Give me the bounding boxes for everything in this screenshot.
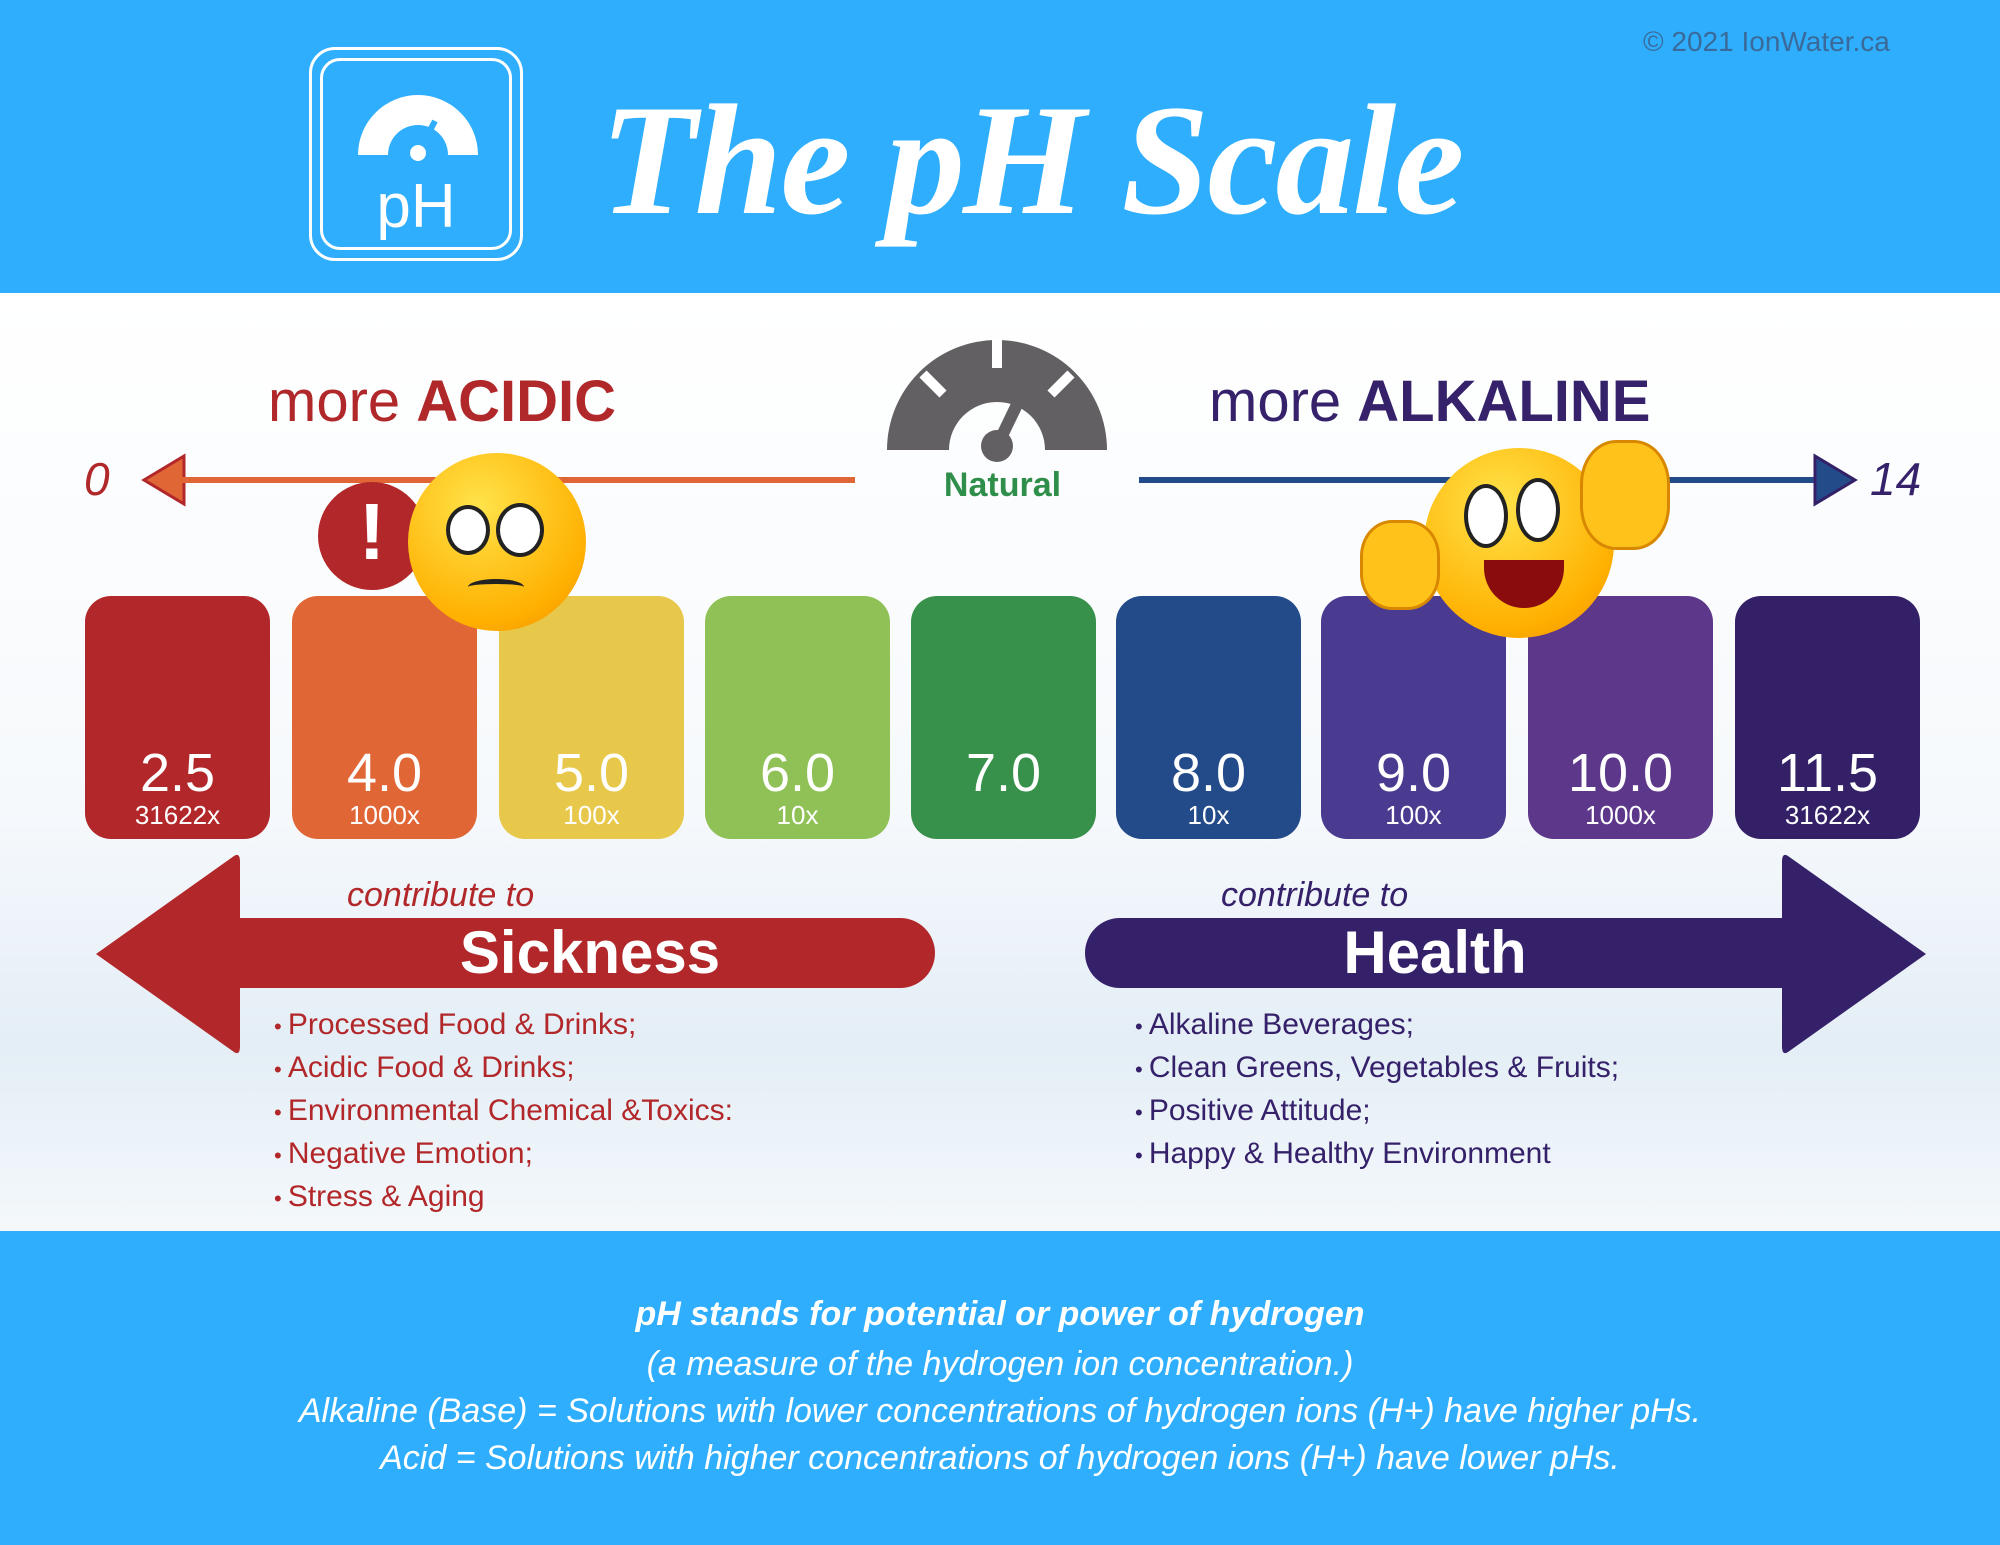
thumbs-up-emoji-icon bbox=[1424, 448, 1614, 638]
sickness-label: Sickness bbox=[459, 919, 721, 986]
ph-value: 5.0 bbox=[553, 743, 630, 803]
left-thumb-icon bbox=[1360, 520, 1440, 610]
health-label: Health bbox=[1343, 919, 1527, 986]
natural-label: Natural bbox=[943, 466, 1062, 504]
list-item: Acidic Food & Drinks; bbox=[274, 1047, 733, 1090]
ph-logo: pH bbox=[309, 47, 523, 261]
ph-bar-2.5: 2.5 31622x bbox=[85, 596, 270, 839]
ph-bar-11.5: 11.5 31622x bbox=[1735, 596, 1920, 839]
ph-bar-4.0: 4.0 1000x bbox=[292, 596, 477, 839]
ph-multiplier: 10x bbox=[776, 800, 819, 830]
scale-max: 14 bbox=[1870, 453, 1922, 505]
ph-value: 11.5 bbox=[1776, 743, 1879, 803]
health-contribute: contribute to bbox=[1221, 876, 1409, 914]
worried-emoji-icon bbox=[408, 453, 586, 631]
health-list: Alkaline Beverages; Clean Greens, Vegeta… bbox=[1135, 1004, 1619, 1176]
ph-multiplier: 31622x bbox=[1784, 800, 1871, 830]
health-arrow bbox=[1085, 854, 1926, 1054]
ph-multiplier: 100x bbox=[563, 800, 620, 830]
ph-value: 8.0 bbox=[1170, 743, 1247, 803]
more-acidic-label: more ACIDIC bbox=[268, 369, 617, 434]
more-alkaline-label: more ALKALINE bbox=[1209, 369, 1651, 434]
ph-multiplier: 1000x bbox=[349, 800, 420, 830]
ph-multiplier: 10x bbox=[1187, 800, 1230, 830]
ph-value: 2.5 bbox=[139, 743, 216, 803]
ph-bar-10.0: 10.0 1000x bbox=[1528, 596, 1713, 839]
scale-min: 0 bbox=[84, 453, 110, 505]
ph-bar-5.0: 5.0 100x bbox=[499, 596, 684, 839]
ph-bar-9.0: 9.0 100x bbox=[1321, 596, 1506, 839]
list-item: Environmental Chemical &Toxics: bbox=[274, 1090, 733, 1133]
logo-text: pH bbox=[376, 172, 456, 241]
ph-bar-6.0: 6.0 10x bbox=[705, 596, 890, 839]
list-item: Positive Attitude; bbox=[1135, 1090, 1619, 1133]
exclamation-bubble-icon: ! bbox=[318, 482, 426, 590]
ph-value: 9.0 bbox=[1375, 743, 1452, 803]
ph-multiplier: 100x bbox=[1385, 800, 1442, 830]
ph-bar-7.0: 7.0 bbox=[911, 596, 1096, 839]
ph-multiplier: 1000x bbox=[1585, 800, 1656, 830]
list-item: Clean Greens, Vegetables & Fruits; bbox=[1135, 1047, 1619, 1090]
right-thumb-icon bbox=[1580, 440, 1670, 550]
list-item: Processed Food & Drinks; bbox=[274, 1004, 733, 1047]
footer-line-3: Alkaline (Base) = Solutions with lower c… bbox=[298, 1392, 1702, 1430]
sickness-contribute: contribute to bbox=[347, 876, 535, 914]
natural-gauge-icon bbox=[887, 340, 1107, 462]
ph-value: 7.0 bbox=[965, 743, 1042, 803]
list-item: Stress & Aging bbox=[274, 1176, 733, 1219]
list-item: Happy & Healthy Environment bbox=[1135, 1133, 1619, 1176]
ph-value: 10.0 bbox=[1567, 743, 1674, 803]
page-title: The pH Scale bbox=[600, 73, 1464, 248]
ph-multiplier: 31622x bbox=[134, 800, 221, 830]
footer-line-4: Acid = Solutions with higher concentrati… bbox=[380, 1439, 1620, 1477]
list-item: Negative Emotion; bbox=[274, 1133, 733, 1176]
gauge-icon bbox=[358, 95, 478, 161]
ph-bar-8.0: 8.0 10x bbox=[1116, 596, 1301, 839]
sickness-arrow bbox=[96, 854, 935, 1054]
footer-line-1: pH stands for potential or power of hydr… bbox=[635, 1295, 1365, 1333]
sickness-list: Processed Food & Drinks; Acidic Food & D… bbox=[274, 1004, 733, 1219]
ph-value: 4.0 bbox=[346, 743, 423, 803]
list-item: Alkaline Beverages; bbox=[1135, 1004, 1619, 1047]
footer-line-2: (a measure of the hydrogen ion concentra… bbox=[646, 1345, 1354, 1383]
ph-value: 6.0 bbox=[759, 743, 836, 803]
footer-band bbox=[0, 1231, 2000, 1545]
copyright: © 2021 IonWater.ca bbox=[1643, 26, 1890, 57]
